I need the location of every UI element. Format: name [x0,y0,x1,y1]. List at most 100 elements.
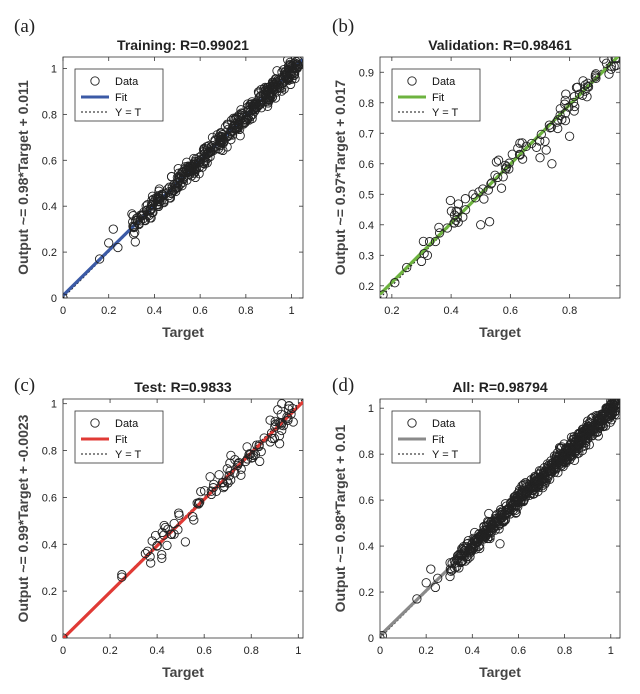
data-point [130,237,140,247]
data-point [517,485,528,496]
data-point [597,413,607,423]
y-tick-label: 0.4 [42,201,57,213]
panel-b: (b) [332,16,354,37]
data-point [63,633,68,638]
data-point [159,520,169,531]
data-point [283,64,293,75]
data-point [166,171,177,182]
legend: Data Fit Y = T [391,68,481,122]
data-point [547,467,557,477]
data-point [252,440,262,450]
data-point [482,530,492,540]
x-tick-label: 0.4 [465,645,480,657]
data-point [282,412,292,422]
data-point [146,213,156,223]
x-tick-label: 0.2 [101,305,116,317]
legend: Data Fit Y = T [74,68,164,122]
x-tick-label: 0.8 [557,645,572,657]
data-point [493,172,503,183]
data-point [203,153,213,163]
data-point [242,454,253,464]
data-point [222,464,232,474]
data-point [224,471,234,481]
data-point [242,102,252,113]
data-point [507,149,517,159]
data-point [250,449,261,460]
data-point [243,99,253,109]
data-point [445,564,456,574]
data-point [206,486,216,496]
panel-label: (d) [332,375,354,396]
data-point [199,486,210,496]
data-point [219,481,230,492]
x-axis-label: Target [162,664,204,680]
x-tick-label: 0.2 [419,645,434,657]
y-tick-label: 1 [51,63,57,75]
panel-label: (a) [14,16,35,37]
legend-label-identity: Y = T [432,449,458,461]
data-point [133,212,143,223]
legend-label-fit: Fit [115,434,127,446]
x-tick-label: 0.8 [238,305,253,317]
panel-label: (c) [14,375,35,396]
data-point [161,188,171,198]
legend-label-identity: Y = T [432,107,458,119]
legend-label-data: Data [432,76,456,88]
data-point [117,572,127,582]
data-point [494,524,504,534]
data-point [433,573,443,583]
x-tick-label: 0 [60,305,66,317]
data-point [520,492,531,502]
data-point [538,483,548,493]
data-point [460,194,471,204]
data-point [449,218,459,228]
plot-area [379,56,621,299]
data-point [491,157,502,167]
data-point [202,158,212,168]
y-axis-label: Output ~= 0.98*Target + 0.01 [332,424,348,612]
data-point [434,228,445,238]
data-point [445,195,456,206]
data-point [506,499,516,509]
data-point [545,123,555,133]
y-tick-label: 1 [368,403,374,415]
data-point [152,540,162,551]
plot-area [62,56,304,299]
chart-4: All: R=0.98794 0 0.2 0.4 0.6 0.8 1 0 0.2 0.4 0.6 0.… [332,379,621,680]
data-point [508,505,519,515]
data-point [606,64,616,74]
data-point [274,82,285,92]
data-point [530,477,540,488]
panel-d: (d) [332,375,354,396]
y-axis-label: Output ~= 0.97*Target + 0.017 [332,80,348,276]
plot-area [62,398,304,639]
data-point [268,82,279,92]
data-point [184,162,194,172]
y-tick-label: 0 [368,633,374,645]
x-axis-label: Target [162,324,204,340]
legend-label-data: Data [115,76,139,88]
data-point [550,458,560,468]
plot-area [379,398,621,639]
data-point [143,546,153,556]
panel-label: (b) [332,16,354,37]
data-point [169,518,179,529]
y-tick-label: 0 [51,633,57,645]
data-point [190,172,201,183]
data-point [421,578,431,588]
data-point [416,256,427,267]
data-point [590,72,600,82]
data-point [491,511,501,521]
chart-1: Training: R=0.99021 0 0.2 0.4 0.6 0.8 1 0 0.2 0.4… [15,37,304,340]
data-point [575,433,585,443]
y-tick-label: 0.4 [359,541,374,553]
data-point [284,401,294,411]
data-point [131,213,142,223]
data-point [584,422,595,432]
data-point [130,227,140,238]
data-point [145,552,155,562]
data-point [157,527,167,538]
data-point [253,87,264,97]
data-point [568,97,579,108]
